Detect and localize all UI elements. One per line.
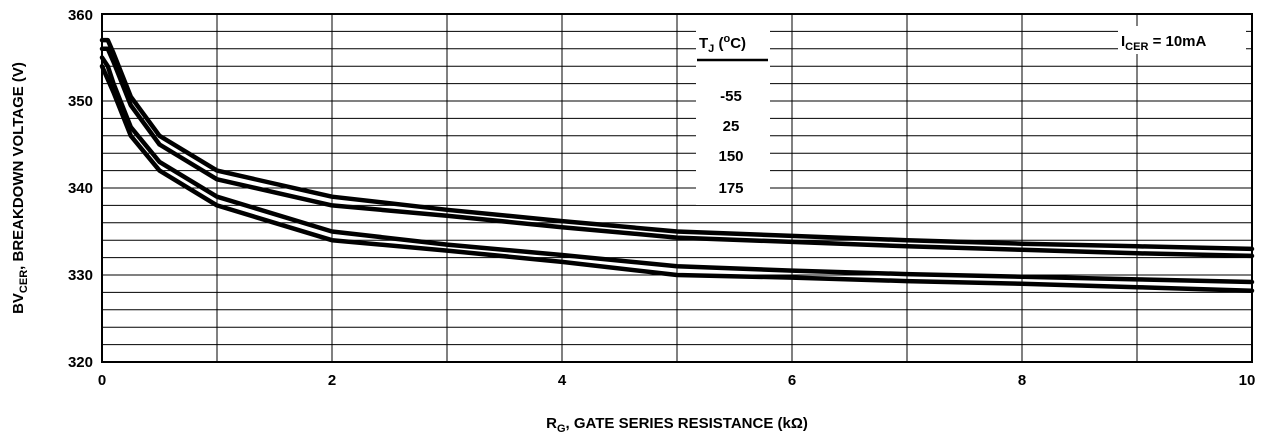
legend-entry: -55 — [720, 88, 742, 105]
x-tick-label: 2 — [328, 372, 336, 389]
legend-entry: 175 — [718, 180, 743, 197]
x-tick-label: 10 — [1239, 372, 1256, 389]
legend-background — [696, 21, 770, 205]
series-lines — [99, 37, 1255, 293]
annotation-background — [1118, 26, 1246, 54]
current-annotation: ICER = 10mA — [1118, 26, 1246, 54]
x-tick-label: 4 — [558, 372, 567, 389]
y-tick-label: 350 — [68, 93, 93, 110]
plot-frame — [101, 13, 1253, 363]
y-tick-label: 320 — [68, 354, 93, 371]
legend-entry: 25 — [723, 118, 740, 135]
legend-title: TJ (oC) — [699, 33, 746, 55]
series-line-175 — [99, 63, 1255, 293]
y-tick-label: 360 — [68, 7, 93, 24]
series-line-150 — [99, 55, 1255, 285]
x-tick-label: 8 — [1018, 372, 1026, 389]
y-tick-label: 330 — [68, 267, 93, 284]
grid — [102, 14, 1252, 362]
series-line--55 — [99, 37, 1255, 252]
legend-entry: 150 — [718, 148, 743, 165]
y-tick-labels: 320 330 340 350 360 — [68, 7, 93, 371]
x-tick-label: 0 — [98, 372, 106, 389]
y-axis-title: BVCER, BREAKDOWN VOLTAGE (V) — [10, 62, 30, 314]
x-axis-title: RG, GATE SERIES RESISTANCE (kΩ) — [546, 415, 808, 435]
legend: TJ (oC) -55 25 150 175 — [696, 21, 770, 205]
series-line-25 — [99, 46, 1255, 259]
x-tick-label: 6 — [788, 372, 796, 389]
annotation-text: ICER = 10mA — [1121, 33, 1207, 53]
x-tick-labels: 0 2 4 6 8 10 — [98, 372, 1256, 389]
y-tick-label: 340 — [68, 180, 93, 197]
